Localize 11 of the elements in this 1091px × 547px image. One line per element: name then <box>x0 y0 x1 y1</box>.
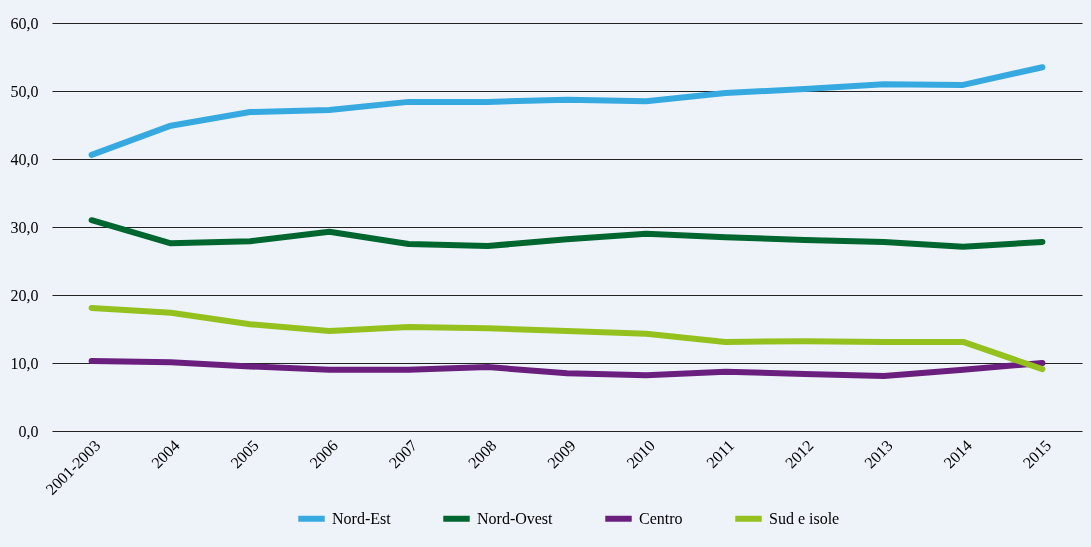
y-tick-label: 60,0 <box>10 14 39 32</box>
legend-label: Nord-Est <box>332 509 392 527</box>
y-tick-label: 30,0 <box>10 218 39 236</box>
y-tick-label: 10,0 <box>10 354 39 372</box>
y-tick-label: 20,0 <box>10 286 39 304</box>
legend-label: Sud e isole <box>769 509 840 527</box>
y-tick-label: 0,0 <box>18 422 39 440</box>
legend-label: Nord-Ovest <box>477 509 554 527</box>
y-tick-label: 40,0 <box>10 150 39 168</box>
y-tick-label: 50,0 <box>10 82 39 100</box>
legend-label: Centro <box>639 509 683 527</box>
